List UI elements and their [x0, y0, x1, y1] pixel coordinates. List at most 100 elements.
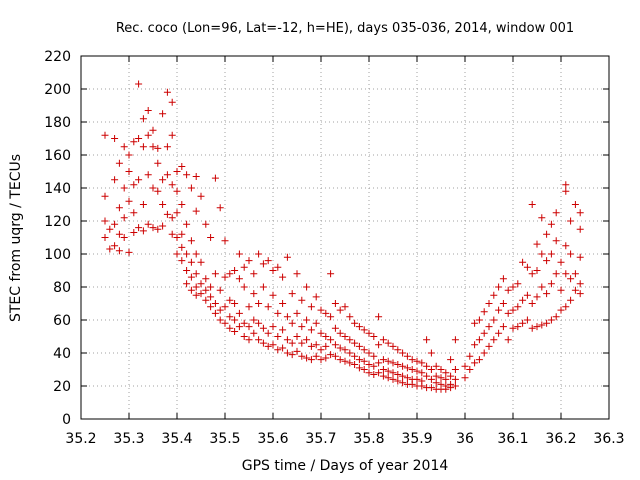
y-tick-label: 80	[53, 280, 71, 296]
data-point	[183, 280, 191, 288]
data-point	[571, 286, 579, 294]
data-point	[375, 369, 383, 377]
data-point	[547, 250, 555, 258]
data-point	[163, 143, 171, 151]
data-point	[139, 227, 147, 235]
data-point	[576, 280, 584, 288]
data-point	[250, 316, 258, 324]
data-point	[293, 270, 301, 278]
data-point	[183, 171, 191, 179]
x-tick-label: 35.4	[161, 431, 192, 447]
data-point	[475, 336, 483, 344]
data-point	[173, 187, 181, 195]
data-point	[576, 253, 584, 261]
data-point	[322, 309, 330, 317]
data-point	[538, 283, 546, 291]
data-point	[475, 356, 483, 364]
data-point	[451, 382, 459, 390]
data-point	[543, 257, 551, 265]
data-point	[552, 270, 560, 278]
data-point	[197, 258, 205, 266]
data-point	[159, 201, 167, 208]
data-point	[183, 250, 191, 258]
data-point	[562, 187, 570, 195]
data-point	[413, 367, 421, 375]
data-point	[226, 324, 234, 332]
data-point	[293, 309, 301, 317]
data-point	[139, 143, 147, 151]
data-point	[355, 323, 363, 331]
data-point	[279, 344, 287, 352]
data-point	[418, 369, 426, 377]
data-point	[240, 319, 248, 327]
y-tick-label: 200	[44, 82, 71, 98]
data-point	[480, 308, 488, 316]
data-point	[240, 283, 248, 291]
data-point	[557, 258, 565, 266]
data-point	[442, 385, 450, 393]
data-point	[135, 224, 143, 232]
data-point	[370, 352, 378, 360]
data-point	[379, 366, 387, 373]
data-point	[274, 309, 282, 317]
data-point	[120, 184, 128, 192]
data-point	[552, 209, 560, 217]
data-point	[106, 225, 114, 233]
data-point	[178, 230, 186, 238]
data-point	[279, 273, 287, 281]
data-point	[365, 349, 373, 357]
data-point	[495, 306, 503, 314]
data-point	[408, 380, 416, 388]
data-point	[221, 237, 229, 245]
data-point	[408, 366, 416, 373]
data-point	[101, 234, 109, 241]
data-point	[447, 372, 455, 380]
data-point	[183, 220, 191, 228]
data-point	[163, 171, 171, 179]
data-point	[327, 313, 335, 321]
data-point	[135, 80, 143, 88]
data-point	[331, 324, 339, 332]
data-point	[168, 181, 176, 189]
data-point	[226, 296, 234, 304]
data-point	[322, 354, 330, 362]
data-point	[519, 319, 527, 327]
data-point	[202, 220, 210, 228]
data-point	[298, 352, 306, 360]
data-point	[341, 303, 349, 311]
data-point	[317, 306, 325, 314]
data-point	[504, 309, 512, 317]
data-point	[202, 286, 210, 294]
data-point	[519, 296, 527, 304]
data-point	[327, 351, 335, 359]
data-point	[283, 336, 291, 344]
plot-frame	[80, 55, 610, 420]
data-point	[336, 356, 344, 364]
y-tick-label: 140	[44, 181, 71, 197]
data-point	[562, 303, 570, 311]
data-point	[360, 366, 368, 373]
data-point	[115, 159, 123, 167]
data-point	[187, 237, 195, 245]
data-point	[567, 275, 575, 283]
data-point	[379, 372, 387, 380]
data-point	[269, 291, 277, 299]
data-point	[322, 333, 330, 340]
data-point	[322, 342, 330, 350]
x-tick-label: 36.2	[545, 431, 576, 447]
data-point	[259, 283, 267, 291]
data-point	[509, 283, 517, 291]
data-point	[547, 220, 555, 228]
data-point	[240, 263, 248, 271]
data-point	[576, 209, 584, 217]
data-point	[427, 375, 435, 383]
data-point	[207, 303, 215, 311]
data-point	[485, 323, 493, 331]
data-point	[533, 240, 541, 248]
data-point	[226, 313, 234, 321]
data-point	[101, 192, 109, 200]
data-point	[461, 374, 469, 382]
data-point	[394, 377, 402, 385]
y-tick-label: 20	[53, 379, 71, 395]
data-point	[135, 135, 143, 142]
